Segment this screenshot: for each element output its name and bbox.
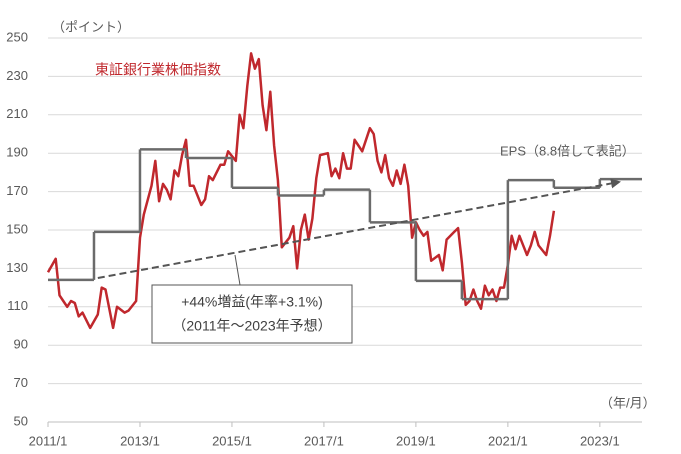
x-tick-label: 2017/1 xyxy=(304,433,344,448)
y-tick-label: 150 xyxy=(6,221,28,236)
x-tick-label: 2021/1 xyxy=(488,433,528,448)
trend-arrow xyxy=(97,178,621,279)
y-tick-label: 190 xyxy=(6,145,28,160)
y-tick-label: 130 xyxy=(6,260,28,275)
annotation: +44%増益(年率+3.1%) xyxy=(181,294,323,310)
y-tick-label: 170 xyxy=(6,183,28,198)
y-tick-label: 90 xyxy=(14,337,28,352)
callout-leader xyxy=(234,254,241,286)
y-tick-label: 50 xyxy=(14,413,28,428)
annotation-box xyxy=(151,284,353,344)
y-tick-label: 110 xyxy=(7,298,28,313)
x-tick-label: 2015/1 xyxy=(212,433,252,448)
x-unit: （年/月） xyxy=(600,395,656,410)
price-line xyxy=(46,52,556,330)
x-tick-label: 2011/1 xyxy=(29,433,68,448)
y-unit: （ポイント） xyxy=(52,19,130,34)
x-tick-label: 2019/1 xyxy=(396,433,436,448)
y-tick-label: 250 xyxy=(6,29,28,44)
series-label: EPS（8.8倍して表記） xyxy=(500,143,635,158)
x-tick-label: 2023/1 xyxy=(580,433,620,448)
y-tick-label: 210 xyxy=(6,106,28,121)
annotation: （2011年～2023年予想） xyxy=(172,318,331,334)
y-tick-label: 70 xyxy=(14,375,28,390)
series-label: 東証銀行業株価指数 xyxy=(95,62,221,78)
x-tick-label: 2013/1 xyxy=(120,433,160,448)
y-tick-label: 230 xyxy=(6,68,28,83)
